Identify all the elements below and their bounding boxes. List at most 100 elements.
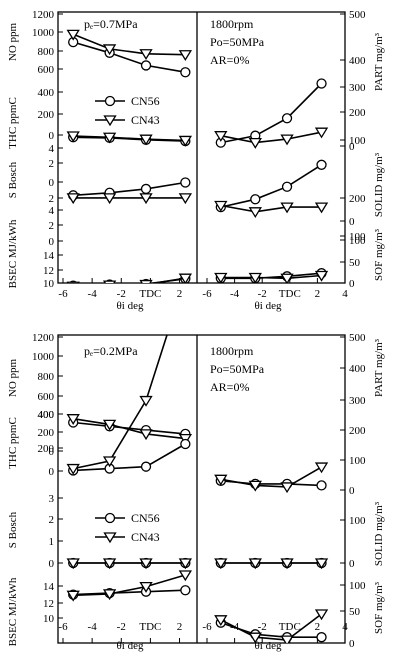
- data-point-right-solid-cn43-2: [280, 558, 294, 570]
- data-point-left-no-cn56-3: [180, 67, 191, 78]
- right-tick-label: 500: [349, 332, 366, 344]
- data-point-right-solid-cn43-3: [314, 202, 329, 214]
- data-point-right-solid-cn56-3: [316, 159, 327, 170]
- data-point-right-part-cn43-0: [214, 131, 228, 142]
- data-point-left-s-bosch-cn43-1: [102, 193, 117, 205]
- data-point-right-sof-cn43-1: [248, 272, 262, 283]
- data-point-right-solid-cn43-1: [248, 207, 262, 219]
- data-point-left-bsec-cn43-0: [66, 281, 80, 283]
- left-axis-label: THC ppmC: [7, 417, 19, 469]
- annotation-po: Po=50MPa: [210, 362, 265, 376]
- left-tick-label: 600: [38, 391, 55, 403]
- annotation-pe: pₑ=0.7MPa: [84, 17, 138, 31]
- annotation-rpm: 1800rpm: [210, 344, 254, 358]
- data-point-left-bsec-cn43-0: [66, 590, 80, 602]
- legend-label-cn43: CN43: [131, 530, 160, 544]
- series-line-right-part-cn43: [220, 466, 322, 488]
- data-point-right-part-cn56-3: [316, 78, 327, 89]
- series-line-right-part-cn56: [220, 82, 323, 144]
- left-tick-label: 600: [38, 64, 55, 76]
- left-tick-label: 10: [43, 278, 55, 290]
- data-point-right-solid-cn56-1: [250, 194, 261, 205]
- x-tick-label-right: TDC: [279, 621, 301, 633]
- x-tick-label-left: -2: [117, 288, 126, 300]
- right-tick-label: 100: [349, 580, 366, 592]
- legend-marker-cn43: [103, 532, 117, 544]
- series-line-left-no-cn56: [73, 421, 186, 435]
- x-axis-label-left: θi deg: [117, 640, 144, 652]
- x-tick-label-right: 2: [315, 621, 321, 633]
- data-point-right-sof-cn43-2: [280, 635, 294, 643]
- x-tick-label-right: -6: [202, 288, 212, 300]
- right-panel-series: [214, 462, 329, 643]
- right-tick-label: 300: [349, 395, 366, 407]
- left-tick-label: 800: [38, 371, 55, 383]
- x-tick-label-right: 4: [342, 288, 348, 300]
- left-tick-label: 200: [38, 109, 55, 121]
- left-axis-label: S Bosch: [7, 511, 19, 548]
- x-axis-label-right: θi deg: [255, 300, 282, 312]
- data-point-left-bsec-cn43-3: [178, 570, 193, 582]
- data-point-left-no-cn43-2: [139, 49, 153, 61]
- legend-label-cn43: CN43: [131, 113, 160, 127]
- legend-label-cn56: CN56: [131, 511, 160, 525]
- data-point-left-thc-cn43-1: [102, 456, 117, 468]
- data-point-right-part-cn43-2: [280, 134, 294, 146]
- data-point-left-bsec-cn43-1: [102, 280, 117, 283]
- left-axis-label: BSEC MJ/kWh: [7, 219, 19, 288]
- right-axis-label: SOF mg/m³: [373, 228, 385, 281]
- right-tick-label: 100: [349, 135, 366, 147]
- data-point-left-thc-cn56-2: [140, 461, 152, 472]
- data-point-right-part-cn43-1: [248, 137, 262, 149]
- annotation-rpm: 1800rpm: [210, 17, 254, 31]
- x-tick-label-right: -2: [258, 288, 267, 300]
- left-tick-label: 12: [43, 265, 54, 277]
- data-point-left-s-bosch-cn43-3: [178, 558, 193, 570]
- data-point-right-solid-cn56-2: [281, 181, 293, 192]
- left-tick-label: 400: [38, 409, 55, 421]
- right-tick-label: 0: [349, 216, 355, 228]
- data-point-right-sof-cn43-1: [248, 632, 262, 643]
- annotation-ar: AR=0%: [210, 380, 249, 394]
- right-tick-label: 200: [349, 425, 366, 437]
- series-line-left-no-cn43: [73, 417, 186, 440]
- left-axis-label: THC ppmC: [7, 97, 19, 149]
- left-tick-label: 800: [38, 46, 55, 58]
- x-axis-label-left: θi deg: [117, 300, 144, 312]
- data-point-left-s-bosch-cn43-0: [66, 558, 80, 570]
- x-tick-label-left: 2: [177, 621, 183, 633]
- legend-marker-cn56: [104, 512, 116, 524]
- x-tick-label-left: TDC: [139, 621, 161, 633]
- data-point-left-bsec-cn43-3: [178, 273, 193, 283]
- series-line-right-solid-cn56: [220, 164, 322, 208]
- left-tick-label: 0: [49, 446, 55, 458]
- x-tick-label-left: -4: [88, 621, 98, 633]
- series-line-left-thc-cn43: [73, 335, 168, 470]
- data-point-left-bsec-cn43-2: [139, 581, 153, 593]
- legend-label-cn56: CN56: [131, 94, 160, 108]
- right-tick-label: 100: [349, 231, 366, 243]
- data-point-left-bsec-cn56-3: [180, 585, 191, 596]
- right-tick-label: 0: [349, 278, 355, 290]
- left-axis-label: NO ppm: [7, 22, 19, 61]
- right-axis-label: PART mg/m³: [373, 32, 385, 91]
- right-axis-label: SOLID mg/m³: [373, 152, 385, 217]
- data-point-right-part-cn43-1: [248, 480, 262, 492]
- data-point-right-part-cn56-2: [281, 113, 293, 124]
- right-axis-label: SOF mg/m³: [373, 581, 385, 634]
- right-tick-label: 0: [349, 638, 355, 650]
- left-tick-label: 2: [49, 193, 55, 205]
- series-line-right-sof-cn43: [220, 613, 322, 641]
- data-point-right-part-cn43-2: [280, 482, 294, 494]
- data-point-left-no-cn43-3: [178, 50, 193, 61]
- left-tick-label: 400: [38, 87, 55, 99]
- left-tick-label: 12: [43, 598, 54, 610]
- left-axis-label: NO ppm: [7, 358, 19, 397]
- right-axis-label: SOLID mg/m³: [373, 501, 385, 566]
- x-tick-label-left: -6: [58, 621, 68, 633]
- data-point-right-sof-cn43-0: [214, 615, 228, 627]
- right-tick-label: 0: [349, 485, 355, 497]
- series-line-left-no-cn56: [72, 41, 186, 73]
- x-tick-label-right: 4: [342, 621, 348, 633]
